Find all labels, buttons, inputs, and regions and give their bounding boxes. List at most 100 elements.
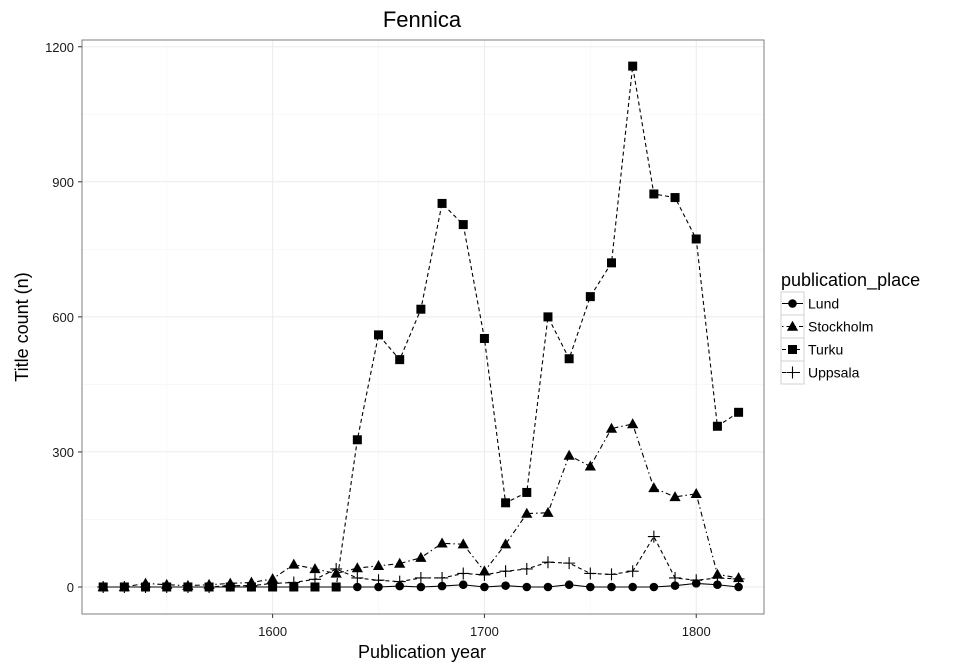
data-point-turku: [712, 421, 722, 431]
data-point-uppsala: [266, 577, 279, 590]
data-point-stockholm: [394, 557, 406, 568]
data-point-lund: [501, 581, 510, 590]
legend-label-uppsala: Uppsala: [808, 365, 860, 381]
legend-label-stockholm: Stockholm: [808, 319, 873, 335]
x-tick-label: 1600: [258, 624, 287, 639]
data-point-turku: [331, 582, 341, 592]
data-point-uppsala: [224, 579, 237, 592]
data-point-uppsala: [139, 580, 152, 593]
data-point-stockholm: [563, 449, 575, 460]
legend: publication_place Lund Stockholm Turku Upps…: [780, 270, 920, 385]
series-turku: [98, 61, 744, 592]
chart-title: Fennica: [383, 7, 462, 32]
series-uppsala: [97, 530, 745, 593]
data-point-stockholm: [500, 538, 512, 549]
data-point-uppsala: [520, 562, 533, 575]
y-tick-label: 0: [67, 580, 74, 595]
data-point-turku: [649, 189, 659, 199]
legend-key-marker-stockholm: [786, 320, 799, 331]
data-point-stockholm: [436, 537, 448, 548]
data-point-lund: [628, 582, 637, 592]
data-point-lund: [564, 580, 574, 590]
x-axis-title: Publication year: [358, 642, 486, 662]
data-point-turku: [585, 292, 595, 302]
data-point-turku: [374, 330, 384, 340]
y-axis-title: Title count (n): [12, 272, 32, 381]
data-point-turku: [522, 487, 532, 497]
data-point-stockholm: [521, 507, 533, 518]
data-point-lund: [713, 580, 722, 590]
legend-label-turku: Turku: [808, 342, 843, 358]
data-point-lund: [607, 582, 616, 592]
data-point-uppsala: [118, 580, 131, 593]
data-point-stockholm: [415, 551, 427, 562]
data-point-uppsala: [541, 556, 554, 569]
data-point-turku: [628, 61, 638, 71]
x-tick-label: 1800: [682, 624, 711, 639]
data-point-uppsala: [372, 574, 385, 587]
data-point-turku: [352, 435, 362, 445]
legend-title: publication_place: [781, 270, 920, 291]
data-point-uppsala: [308, 573, 321, 586]
data-point-uppsala: [97, 580, 110, 593]
data-point-uppsala: [584, 567, 597, 580]
data-point-lund: [670, 581, 680, 590]
data-point-lund: [734, 582, 743, 592]
data-point-uppsala: [351, 571, 364, 584]
y-tick-label: 300: [52, 445, 74, 460]
data-point-stockholm: [372, 560, 385, 571]
plot-panel-border: [81, 39, 765, 615]
data-point-uppsala: [160, 580, 173, 593]
data-point-uppsala: [647, 530, 660, 543]
data-point-uppsala: [605, 568, 618, 581]
data-point-lund: [353, 582, 362, 592]
legend-key-marker-turku: [788, 345, 797, 354]
axis-ticks: 1600 1700 1800 0 300 600 900 1200: [45, 40, 711, 639]
data-point-turku: [310, 582, 320, 592]
data-point-turku: [670, 193, 680, 203]
data-point-uppsala: [245, 579, 258, 592]
data-point-uppsala: [181, 580, 194, 593]
legend-key-marker-uppsala: [786, 366, 799, 379]
data-point-turku: [416, 304, 426, 314]
data-point-turku: [691, 234, 701, 244]
data-point-lund: [458, 580, 468, 590]
series-line-turku: [103, 66, 739, 588]
data-point-uppsala: [287, 576, 300, 589]
data-point-stockholm: [351, 562, 363, 573]
data-point-lund: [543, 582, 553, 592]
series-stockholm: [97, 418, 745, 592]
x-tick-label: 1700: [470, 624, 499, 639]
data-point-uppsala: [626, 565, 639, 578]
data-point-uppsala: [669, 571, 682, 584]
legend-key-marker-lund: [788, 299, 797, 308]
data-point-lund: [437, 581, 447, 591]
y-tick-label: 900: [52, 175, 74, 190]
data-point-turku: [734, 407, 744, 417]
data-point-turku: [437, 198, 447, 208]
data-point-lund: [480, 582, 489, 592]
data-point-uppsala: [203, 580, 216, 593]
data-point-turku: [458, 220, 468, 230]
data-point-uppsala: [457, 567, 470, 580]
data-point-uppsala: [393, 575, 406, 588]
data-point-stockholm: [542, 506, 554, 517]
data-point-stockholm: [627, 418, 639, 429]
data-point-stockholm: [584, 460, 596, 471]
data-point-uppsala: [563, 557, 576, 570]
plot-grid: [82, 40, 764, 614]
data-point-turku: [543, 312, 553, 322]
data-point-uppsala: [478, 568, 491, 581]
data-point-turku: [479, 333, 489, 343]
data-point-uppsala: [711, 571, 724, 584]
data-point-stockholm: [690, 487, 702, 498]
data-point-lund: [416, 582, 426, 592]
legend-label-lund: Lund: [808, 296, 839, 312]
data-point-turku: [607, 258, 617, 268]
data-point-stockholm: [309, 563, 321, 574]
data-point-turku: [501, 498, 511, 508]
data-point-lund: [586, 582, 595, 592]
data-point-uppsala: [732, 572, 745, 585]
data-point-lund: [522, 582, 532, 592]
